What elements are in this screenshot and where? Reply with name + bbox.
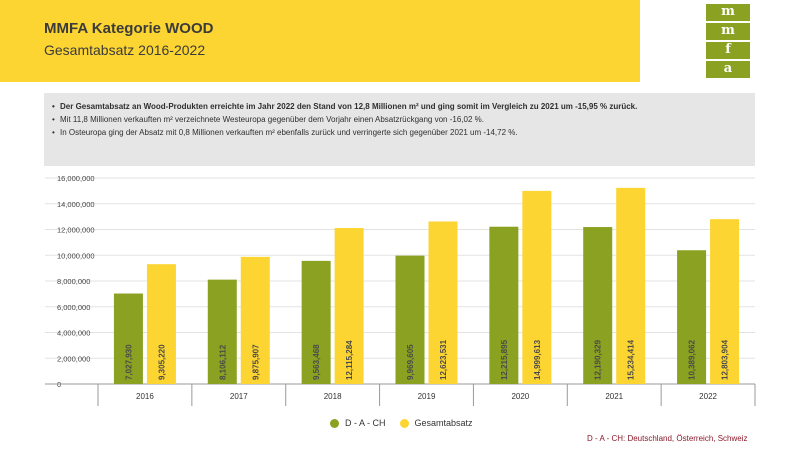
data-label: 10,389,062 bbox=[688, 339, 697, 380]
summary-note-1: Der Gesamtabsatz an Wood-Produkten errei… bbox=[52, 100, 755, 113]
bar-dach bbox=[207, 279, 237, 384]
data-label: 12,803,904 bbox=[721, 339, 730, 380]
legend-dot-dach bbox=[330, 418, 339, 428]
summary-note-3: In Osteuropa ging der Absatz mit 0,8 Mil… bbox=[52, 126, 755, 139]
legend-dot-gesamt bbox=[399, 418, 409, 428]
data-label: 14,999,613 bbox=[533, 339, 542, 380]
data-label: 7,027,930 bbox=[124, 344, 133, 380]
bar-gesamt bbox=[334, 228, 364, 384]
legend-label-dach: D - A - CH bbox=[345, 418, 386, 428]
mmfa-logo: m m f a bbox=[706, 4, 750, 78]
bar-dach bbox=[583, 227, 613, 384]
data-label: 9,305,220 bbox=[157, 344, 166, 380]
summary-box: Der Gesamtabsatz an Wood-Produkten errei… bbox=[44, 93, 755, 166]
bar-dach bbox=[113, 293, 143, 384]
logo-letter-m1: m bbox=[706, 4, 750, 21]
bar-gesamt bbox=[146, 264, 176, 384]
y-tick-label: 12,000,000 bbox=[57, 226, 95, 235]
y-tick-label: 2,000,000 bbox=[57, 354, 90, 363]
bar-chart: 02,000,0004,000,0006,000,0008,000,00010,… bbox=[45, 174, 756, 406]
data-label: 12,623,531 bbox=[439, 339, 448, 380]
summary-note-2: Mit 11,8 Millionen verkauften m² verzeic… bbox=[52, 113, 755, 126]
page-subtitle: Gesamtabsatz 2016-2022 bbox=[44, 42, 206, 58]
title-banner: MMFA Kategorie WOOD Gesamtabsatz 2016-20… bbox=[0, 0, 640, 82]
x-tick-label: 2020 bbox=[511, 392, 529, 401]
data-label: 9,563,468 bbox=[312, 344, 321, 380]
bar-gesamt bbox=[522, 190, 552, 384]
data-label: 8,106,112 bbox=[218, 344, 227, 380]
x-tick-label: 2018 bbox=[324, 392, 342, 401]
data-label: 12,190,329 bbox=[594, 339, 603, 380]
x-tick-label: 2016 bbox=[136, 392, 154, 401]
data-label: 15,234,414 bbox=[627, 339, 636, 380]
x-tick-label: 2022 bbox=[699, 392, 717, 401]
y-tick-label: 10,000,000 bbox=[57, 251, 95, 260]
bar-dach bbox=[395, 255, 425, 384]
page-title: MMFA Kategorie WOOD bbox=[44, 20, 214, 37]
logo-letter-a: a bbox=[706, 61, 750, 78]
bar-gesamt bbox=[240, 256, 270, 384]
y-tick-label: 6,000,000 bbox=[57, 303, 90, 312]
y-tick-label: 14,000,000 bbox=[57, 200, 95, 209]
x-tick-label: 2017 bbox=[230, 392, 248, 401]
y-tick-label: 8,000,000 bbox=[57, 277, 90, 286]
bar-gesamt bbox=[428, 221, 458, 384]
legend-label-gesamt: Gesamtabsatz bbox=[414, 418, 473, 428]
footnote: D - A - CH: Deutschland, Österreich, Sch… bbox=[587, 434, 748, 443]
data-label: 9,969,605 bbox=[406, 344, 415, 380]
data-label: 9,875,907 bbox=[251, 344, 260, 380]
y-tick-label: 16,000,000 bbox=[57, 174, 95, 183]
bar-gesamt bbox=[616, 187, 646, 384]
data-label: 12,115,284 bbox=[345, 340, 354, 380]
bar-dach bbox=[301, 260, 331, 384]
y-tick-label: 4,000,000 bbox=[57, 329, 90, 338]
bar-gesamt bbox=[710, 219, 740, 384]
bar-dach bbox=[489, 226, 519, 384]
chart-legend: D - A - CH Gesamtabsatz bbox=[330, 418, 487, 428]
x-tick-label: 2021 bbox=[605, 392, 623, 401]
x-tick-label: 2019 bbox=[418, 392, 436, 401]
bar-dach bbox=[677, 250, 707, 384]
data-label: 12,215,895 bbox=[500, 339, 509, 380]
logo-letter-f: f bbox=[706, 42, 750, 59]
logo-letter-m2: m bbox=[706, 23, 750, 40]
